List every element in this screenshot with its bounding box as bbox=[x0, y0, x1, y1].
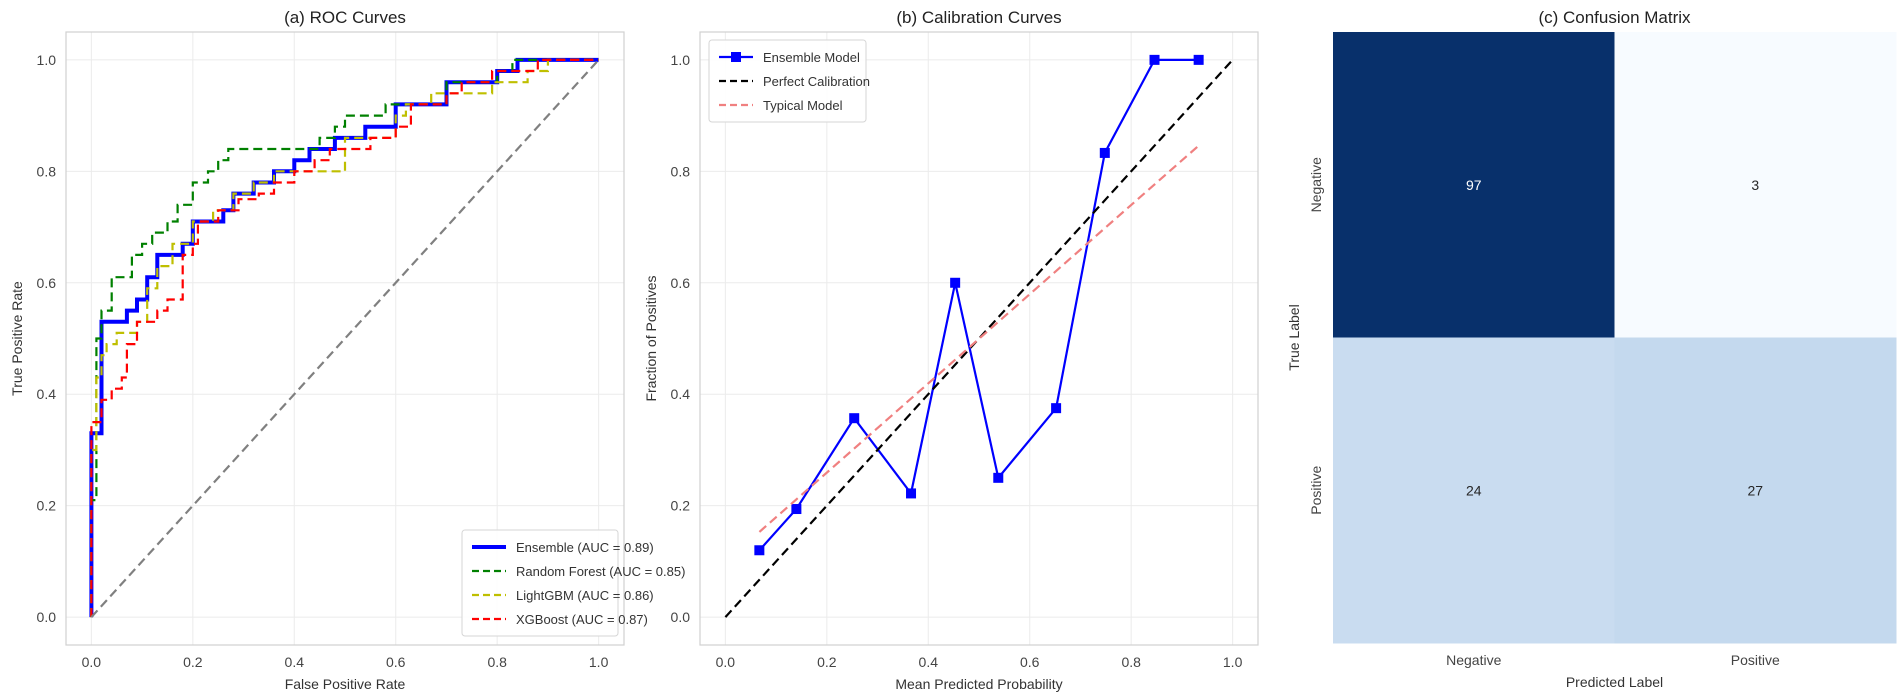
x-tick-label: 0.0 bbox=[716, 654, 736, 670]
y-tick-label: 1.0 bbox=[671, 52, 691, 68]
y-axis-label: True Positive Rate bbox=[9, 281, 25, 396]
chart-title: (b) Calibration Curves bbox=[896, 8, 1061, 27]
x-tick-label: 0.0 bbox=[82, 654, 102, 670]
cell-value: 24 bbox=[1466, 482, 1482, 498]
series-line-0 bbox=[758, 58, 1199, 552]
y-axis-label: True Label bbox=[1286, 304, 1302, 370]
x-axis-label: Predicted Label bbox=[1566, 674, 1663, 690]
y-tick-label: 0.0 bbox=[37, 609, 57, 625]
plot-1: 0.0 0.2 0.4 0.6 0.8 1.0 0.0 0.2 0.4 0.6 0.8 1.0 (b) … bbox=[643, 8, 1259, 692]
data-point bbox=[906, 488, 917, 499]
data-point bbox=[1051, 403, 1062, 414]
chart-title: (a) ROC Curves bbox=[284, 8, 406, 27]
legend-label: Perfect Calibration bbox=[763, 74, 870, 89]
y-tick-label: 0.6 bbox=[671, 275, 691, 291]
x-tick-label: 0.2 bbox=[183, 654, 203, 670]
chart-title: (c) Confusion Matrix bbox=[1538, 8, 1691, 27]
x-tick-label: 0.8 bbox=[487, 654, 507, 670]
y-tick-label: 0.2 bbox=[671, 498, 691, 514]
legend-box bbox=[708, 39, 867, 123]
legend: Ensemble (AUC = 0.89) Random Forest (AUC … bbox=[461, 529, 685, 637]
legend-marker bbox=[731, 52, 741, 62]
y-tick-label: 0.8 bbox=[671, 163, 691, 179]
cell-value: 27 bbox=[1747, 482, 1763, 498]
data-point bbox=[791, 504, 802, 515]
plot-0: 0.0 0.2 0.4 0.6 0.8 1.0 0.0 0.2 0.4 0.6 0.8 1.0 (a) … bbox=[9, 8, 685, 692]
y-tick-label: 0.6 bbox=[37, 275, 57, 291]
x-tick-label: 0.6 bbox=[1020, 654, 1040, 670]
legend-label: Typical Model bbox=[763, 98, 843, 113]
y-tick-label: 0.2 bbox=[37, 498, 57, 514]
x-axis-label: False Positive Rate bbox=[285, 676, 406, 692]
confusion-matrix: 97 3 24 27 Negative Positive Negative Positive (… bbox=[1286, 8, 1897, 690]
x-tick-label: 1.0 bbox=[589, 654, 609, 670]
x-tick-label: Negative bbox=[1446, 652, 1501, 668]
legend-label: LightGBM (AUC = 0.86) bbox=[516, 588, 654, 603]
x-tick-label: 0.8 bbox=[1121, 654, 1141, 670]
legend: Ensemble Model Perfect Calibration Typical… bbox=[708, 39, 870, 123]
data-point bbox=[993, 472, 1004, 483]
data-point bbox=[1099, 147, 1110, 158]
x-axis-label: Mean Predicted Probability bbox=[895, 676, 1062, 692]
data-point bbox=[754, 545, 765, 556]
plot-frame bbox=[65, 31, 625, 646]
y-tick-label: Positive bbox=[1308, 466, 1324, 515]
legend-label: Ensemble Model bbox=[763, 50, 860, 65]
legend-label: Random Forest (AUC = 0.85) bbox=[516, 564, 685, 579]
x-tick-label: 0.2 bbox=[817, 654, 837, 670]
data-point bbox=[849, 413, 860, 424]
y-axis-label: Fraction of Positives bbox=[643, 275, 659, 401]
y-tick-label: 0.4 bbox=[37, 386, 57, 402]
x-tick-label: 0.4 bbox=[285, 654, 305, 670]
data-point bbox=[1149, 54, 1160, 65]
legend-label: XGBoost (AUC = 0.87) bbox=[516, 612, 648, 627]
matrix-cell bbox=[1333, 337, 1615, 644]
cell-value: 3 bbox=[1751, 177, 1759, 193]
x-tick-label: 1.0 bbox=[1223, 654, 1243, 670]
y-tick-label: 0.4 bbox=[671, 386, 691, 402]
cell-value: 97 bbox=[1466, 177, 1482, 193]
data-point bbox=[950, 277, 961, 288]
y-tick-label: 1.0 bbox=[37, 52, 57, 68]
legend-label: Ensemble (AUC = 0.89) bbox=[516, 540, 654, 555]
matrix-cell bbox=[1333, 32, 1615, 338]
data-point bbox=[1193, 54, 1204, 65]
matrix-cell bbox=[1614, 337, 1897, 644]
series-line-3 bbox=[90, 58, 599, 618]
y-tick-label: Negative bbox=[1308, 157, 1324, 212]
y-tick-label: 0.8 bbox=[37, 163, 57, 179]
series-line-2 bbox=[90, 58, 599, 618]
legend-box bbox=[461, 529, 619, 637]
x-tick-label: 0.4 bbox=[919, 654, 939, 670]
matrix-cell bbox=[1614, 32, 1897, 338]
plot-frame bbox=[699, 31, 1259, 646]
y-tick-label: 0.0 bbox=[671, 609, 691, 625]
x-tick-label: 0.6 bbox=[386, 654, 406, 670]
x-tick-label: Positive bbox=[1731, 652, 1780, 668]
